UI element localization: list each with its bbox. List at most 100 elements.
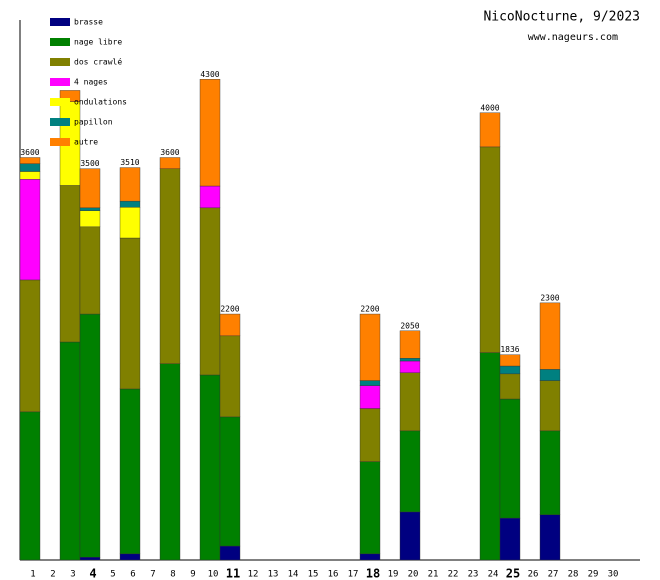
x-tick-label: 10	[208, 570, 219, 580]
bar-segment	[219, 545, 241, 561]
x-tick-label: 17	[348, 570, 359, 580]
x-tick-label: 2	[50, 570, 55, 580]
x-tick-label: 5	[110, 570, 115, 580]
x-tick-label: 13	[268, 570, 279, 580]
bar-segment	[199, 207, 221, 376]
bar-segment	[359, 408, 381, 462]
bar-segment	[119, 553, 141, 561]
legend-swatch	[50, 38, 70, 46]
total-label: 2300	[540, 293, 559, 302]
legend-label: autre	[74, 138, 98, 147]
x-tick-label: 16	[328, 570, 339, 580]
bar-segment	[119, 167, 141, 202]
bar-segment	[399, 360, 421, 373]
legend-swatch	[50, 58, 70, 66]
bar-segment	[19, 279, 41, 413]
total-label: 2200	[220, 305, 239, 314]
x-tick-label: 19	[388, 570, 399, 580]
x-tick-label: 23	[468, 570, 479, 580]
bar-segment	[539, 380, 561, 432]
bar-segment	[499, 373, 521, 400]
total-label: 2200	[360, 305, 379, 314]
legend-swatch	[50, 18, 70, 26]
bar-segment	[499, 365, 521, 375]
chart-title: NicoNocturne, 9/2023	[483, 10, 640, 25]
bar-segment	[19, 171, 41, 180]
x-tick-label: 29	[588, 570, 599, 580]
legend-swatch	[50, 118, 70, 126]
total-label: 3500	[80, 159, 99, 168]
bar-segment	[499, 517, 521, 561]
total-label: 4000	[480, 103, 499, 112]
x-tick-label: 14	[288, 570, 299, 580]
total-label: 4300	[200, 70, 219, 79]
chart-subtitle: www.nageurs.com	[528, 32, 618, 43]
legend-label: papillon	[74, 118, 113, 127]
x-tick-label: 3	[70, 570, 75, 580]
bar-segment	[199, 79, 221, 187]
legend-label: 4 nages	[74, 78, 108, 87]
bar-segment	[159, 168, 181, 364]
bar-segment	[159, 157, 181, 169]
x-tick-label: 20	[408, 570, 419, 580]
bar-segment	[539, 302, 561, 370]
total-label: 3600	[160, 148, 179, 157]
x-tick-label: 15	[308, 570, 319, 580]
x-tick-label: 26	[528, 570, 539, 580]
bar-segment	[59, 341, 81, 561]
bar-segment	[539, 514, 561, 561]
bar-segment	[539, 369, 561, 381]
x-tick-label: 1	[30, 570, 35, 580]
bar-segment	[219, 416, 241, 547]
legend-label: brasse	[74, 18, 103, 27]
x-tick-label: 22	[448, 570, 459, 580]
bar-segment	[79, 226, 101, 315]
total-label: 1836	[500, 345, 519, 354]
bar-segment	[479, 112, 501, 148]
bar-segment	[399, 330, 421, 359]
x-tick-label: 4	[89, 567, 96, 580]
bar-segment	[219, 313, 241, 337]
bar-segment	[199, 374, 221, 561]
legend-swatch	[50, 98, 70, 106]
bar-segment	[19, 163, 41, 172]
bar-segment	[499, 354, 521, 367]
bar-segment	[539, 430, 561, 515]
x-tick-label: 28	[568, 570, 579, 580]
bar-segment	[479, 352, 501, 561]
bar-segment	[79, 210, 101, 228]
total-label: 3600	[20, 148, 39, 157]
bar-segment	[19, 157, 41, 164]
bar-segment	[499, 398, 521, 519]
x-tick-label: 25	[506, 567, 520, 580]
bar-segment	[79, 168, 101, 209]
bar-segment	[399, 511, 421, 561]
x-tick-label: 12	[248, 570, 259, 580]
bar-segment	[79, 313, 101, 558]
x-tick-label: 24	[488, 570, 499, 580]
bar-segment	[159, 363, 181, 561]
bar-segment	[359, 553, 381, 561]
bar-segment	[399, 372, 421, 432]
bar-segment	[359, 461, 381, 555]
bar-segment	[359, 380, 381, 386]
legend-swatch	[50, 138, 70, 146]
legend-swatch	[50, 78, 70, 86]
bar-segment	[59, 185, 81, 343]
bar-segment	[219, 335, 241, 418]
bar-segment	[399, 430, 421, 513]
x-tick-label: 7	[150, 570, 155, 580]
legend-label: nage libre	[74, 38, 122, 47]
x-tick-label: 18	[366, 567, 380, 580]
total-label: 3510	[120, 158, 139, 167]
x-tick-label: 6	[130, 570, 135, 580]
bar-segment	[399, 357, 421, 362]
x-tick-label: 27	[548, 570, 559, 580]
x-tick-label: 21	[428, 570, 439, 580]
bar-segment	[119, 388, 141, 555]
legend-label: dos crawlé	[74, 57, 122, 67]
legend-label: ondulations	[74, 98, 127, 107]
bar-segment	[19, 179, 41, 281]
bar-segment	[479, 146, 501, 353]
